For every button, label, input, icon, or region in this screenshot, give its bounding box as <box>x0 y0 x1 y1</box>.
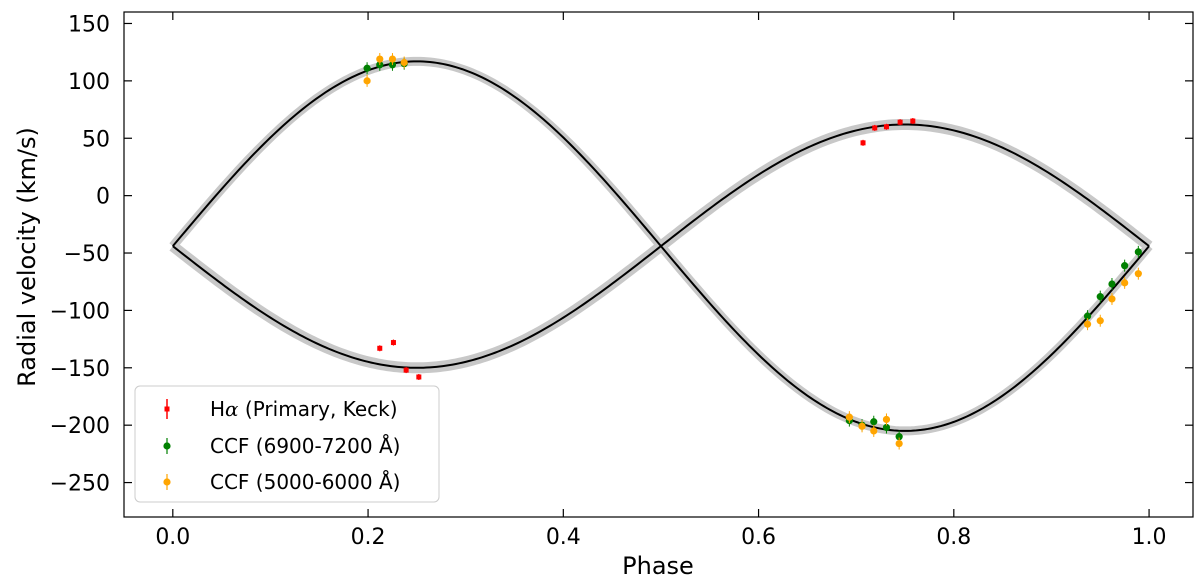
point-marker <box>390 340 396 346</box>
y-tick-label: 50 <box>82 127 110 152</box>
point-marker <box>1134 248 1142 256</box>
point-marker <box>1134 270 1142 278</box>
legend-box <box>134 385 440 503</box>
point-series-0 <box>377 345 383 352</box>
point-marker <box>1108 280 1116 288</box>
point-series-2 <box>1121 276 1129 289</box>
y-tick-label: −200 <box>50 414 110 439</box>
point-marker <box>1096 293 1104 301</box>
y-tick-label: −100 <box>50 299 110 324</box>
y-tick-label: −50 <box>64 242 110 267</box>
x-tick-label: 0.4 <box>546 525 581 550</box>
y-tick-label: 150 <box>68 12 110 37</box>
point-series-2 <box>363 74 371 87</box>
point-marker <box>1108 295 1116 303</box>
point-marker <box>882 423 891 432</box>
point-series-0 <box>403 367 409 374</box>
point-marker <box>910 118 916 124</box>
y-axis-label: Radial velocity (km/s) <box>13 127 41 387</box>
point-marker <box>858 422 866 430</box>
point-series-0 <box>390 339 396 346</box>
point-marker <box>388 55 397 63</box>
legend-ccf-6900-label: CCF (6900-7200 Å) <box>210 434 400 458</box>
point-series-2 <box>858 420 866 433</box>
point-marker <box>376 55 384 63</box>
point-series-2 <box>1096 314 1104 327</box>
model-curve-1 <box>172 60 1150 432</box>
point-marker <box>845 413 853 421</box>
legend-entry-halpha: Hα (Primary, Keck) <box>164 397 398 421</box>
point-marker <box>416 374 422 380</box>
x-tick-label: 1.0 <box>1132 525 1167 550</box>
point-marker <box>1083 312 1092 320</box>
legend-halpha-label: Hα (Primary, Keck) <box>210 397 398 421</box>
data-points <box>363 53 1142 450</box>
x-tick-label: 0.8 <box>936 525 971 550</box>
y-tick-label: −150 <box>50 357 110 382</box>
point-series-2 <box>895 437 903 450</box>
point-series-2 <box>870 424 878 437</box>
legend-ccf-5000-label: CCF (5000-6000 Å) <box>210 470 400 494</box>
point-series-2 <box>1083 318 1092 331</box>
legend-entry-ccf-6900: CCF (6900-7200 Å) <box>163 434 400 458</box>
point-marker <box>377 345 383 351</box>
point-series-0 <box>910 118 916 125</box>
legend-ccf-6900-marker <box>163 442 171 450</box>
point-series-2 <box>388 53 397 66</box>
point-marker <box>1121 279 1129 287</box>
point-series-2 <box>400 56 408 69</box>
point-marker <box>883 124 889 130</box>
point-marker <box>363 77 371 85</box>
model-curves <box>172 60 1150 432</box>
point-marker <box>363 64 371 72</box>
point-marker <box>860 140 866 146</box>
point-series-0 <box>872 124 878 131</box>
y-tick-label: 0 <box>96 185 110 210</box>
point-series-2 <box>882 413 891 426</box>
legend-halpha-marker <box>164 406 170 412</box>
axis-ticks <box>124 12 1193 517</box>
point-series-1 <box>1121 259 1129 272</box>
point-series-0 <box>897 119 903 126</box>
axis-tick-labels: 0.0 0.2 0.4 0.6 0.8 1.0 150 100 50 0 −50 −100 −150 −2… <box>50 12 1167 550</box>
point-series-2 <box>845 411 853 424</box>
x-tick-label: 0.6 <box>741 525 776 550</box>
legend-entry-ccf-5000: CCF (5000-6000 Å) <box>163 470 400 494</box>
point-series-2 <box>1134 267 1142 280</box>
legend: Hα (Primary, Keck) CCF (6900-7200 Å) CCF… <box>134 385 440 503</box>
point-series-1 <box>1096 290 1104 303</box>
point-marker <box>895 439 903 448</box>
point-series-1 <box>1134 245 1142 258</box>
point-marker <box>897 119 903 125</box>
plot-frame <box>123 11 1194 518</box>
point-marker <box>1096 317 1104 325</box>
point-series-0 <box>416 373 422 380</box>
point-series-2 <box>376 53 384 66</box>
point-series-1 <box>1108 278 1116 291</box>
legend-ccf-5000-marker <box>163 478 171 486</box>
point-marker <box>895 433 903 441</box>
point-marker <box>870 418 878 426</box>
point-marker <box>872 125 878 131</box>
y-tick-label: 100 <box>68 70 110 95</box>
x-tick-label: 0.0 <box>155 525 190 550</box>
x-axis-label: Phase <box>622 552 694 580</box>
point-series-2 <box>1108 292 1116 305</box>
point-series-1 <box>363 62 371 75</box>
point-marker <box>882 415 891 424</box>
point-series-0 <box>860 139 866 146</box>
x-tick-label: 0.2 <box>351 525 386 550</box>
point-marker <box>403 367 409 373</box>
y-tick-label: −250 <box>50 472 110 497</box>
point-series-0 <box>883 123 889 130</box>
point-marker <box>400 58 408 67</box>
point-marker <box>1083 320 1092 328</box>
point-marker <box>870 427 878 435</box>
point-marker <box>1121 262 1129 270</box>
